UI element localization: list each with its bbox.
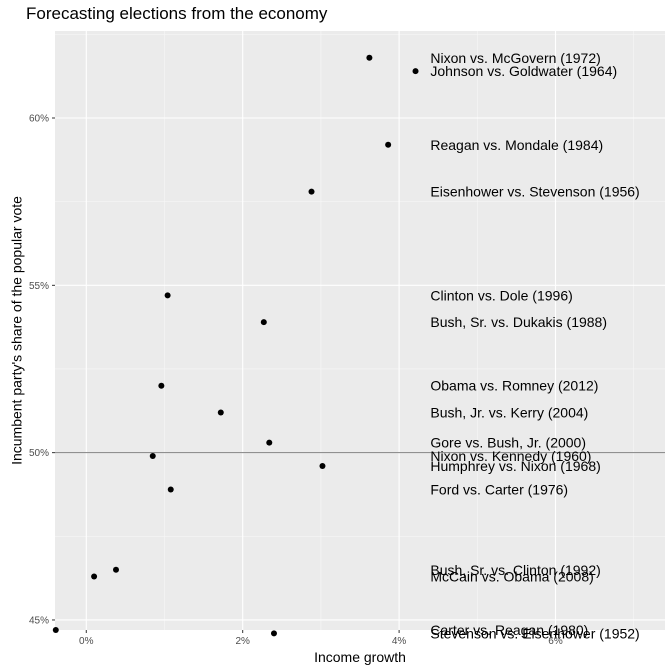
y-axis-title: Incumbent party's share of the popular v… — [9, 196, 25, 465]
point-label: Stevenson vs. Eisenhower (1952) — [430, 625, 639, 641]
point-label: McCain vs. Obama (2008) — [430, 568, 593, 584]
x-tick-label: 6% — [548, 636, 563, 647]
point-label: Reagan vs. Mondale (1984) — [430, 137, 603, 153]
data-point — [53, 627, 59, 633]
data-point — [168, 486, 174, 492]
y-tick-label: 60% — [29, 114, 49, 125]
data-point — [413, 68, 419, 74]
point-label: Humphrey vs. Nixon (1968) — [430, 458, 600, 474]
x-tick-label: 0% — [79, 636, 94, 647]
data-point — [165, 292, 171, 298]
x-axis-title: Income growth — [314, 649, 406, 665]
point-label: Clinton vs. Dole (1996) — [430, 287, 572, 303]
data-point — [91, 573, 97, 579]
data-point — [218, 409, 224, 415]
data-point — [158, 383, 164, 389]
data-point — [385, 142, 391, 148]
data-point — [309, 189, 315, 195]
x-tick-label: 2% — [235, 636, 250, 647]
data-point — [266, 440, 272, 446]
data-point — [319, 463, 325, 469]
point-label: Bush, Jr. vs. Kerry (2004) — [430, 404, 588, 420]
point-label: Obama vs. Romney (2012) — [430, 378, 598, 394]
x-tick-label: 4% — [392, 636, 407, 647]
data-point — [113, 567, 119, 573]
y-tick-label: 45% — [29, 615, 49, 626]
y-tick-label: 50% — [29, 448, 49, 459]
plot-panel — [55, 31, 665, 630]
point-label: Eisenhower vs. Stevenson (1956) — [430, 184, 639, 200]
y-axis-ticks: 45% 50% 55% 60% — [29, 114, 55, 627]
data-point — [271, 630, 277, 636]
point-label: Johnson vs. Goldwater (1964) — [430, 63, 617, 79]
point-label: Bush, Sr. vs. Dukakis (1988) — [430, 314, 607, 330]
point-label: Ford vs. Carter (1976) — [430, 481, 568, 497]
data-point — [261, 319, 267, 325]
y-tick-label: 55% — [29, 281, 49, 292]
data-point — [150, 453, 156, 459]
data-point — [366, 55, 372, 61]
